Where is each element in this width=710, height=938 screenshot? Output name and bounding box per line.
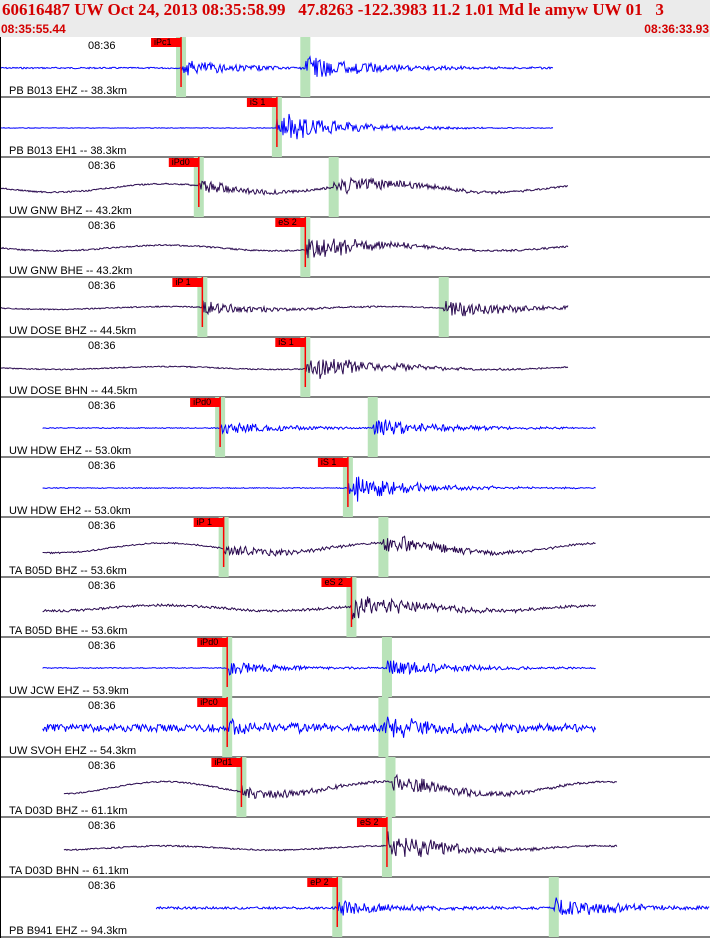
channel-label: TA B05D BHE -- 53.6km: [9, 625, 127, 637]
trace-row[interactable]: iS 1 PB B013 EH1 -- 38.3km: [0, 97, 710, 158]
time-label: 08:36: [88, 580, 116, 592]
pick-flag: [168, 158, 199, 167]
time-label: 08:36: [88, 700, 116, 712]
channel-label: UW HDW EH2 -- 53.0km: [9, 505, 131, 517]
waveform-purple: [63, 773, 617, 800]
channel-label: UW GNW BHZ -- 43.2km: [9, 205, 132, 217]
trace-row[interactable]: iP 1 08:36 UW DOSE BHZ -- 44.5km: [0, 277, 710, 338]
pick-label: iP 1: [197, 517, 212, 527]
channel-label: TA D03D BHZ -- 61.1km: [9, 805, 127, 817]
trace-row[interactable]: iPd1 08:36 TA D03D BHZ -- 61.1km: [0, 757, 710, 818]
pick-label: iS 1: [321, 457, 337, 467]
pick-label: eS 2: [324, 577, 343, 587]
pick-flag: [321, 578, 352, 587]
channel-label: TA B05D BHZ -- 53.6km: [9, 565, 127, 577]
time-label: 08:36: [88, 640, 116, 652]
s-window: [438, 277, 449, 337]
waveform-purple: [42, 535, 596, 557]
channel-label: UW GNW BHE -- 43.2km: [9, 265, 132, 277]
waveform-purple: [0, 238, 569, 259]
s-window: [548, 877, 559, 937]
trace-row[interactable]: eS 2 08:36 TA D03D BHN -- 61.1km: [0, 817, 710, 878]
pick-flag: [151, 38, 182, 47]
trace-row[interactable]: iS 1 08:36 UW DOSE BHN -- 44.5km: [0, 337, 710, 398]
channel-label: UW HDW EHZ -- 53.0km: [9, 445, 131, 457]
pick-flag: [172, 278, 203, 287]
time-label: 08:36: [88, 340, 116, 352]
time-label: 08:36: [88, 40, 116, 52]
trace-row[interactable]: iPc0 08:36 UW SVOH EHZ -- 54.3km: [0, 697, 710, 758]
pick-flag: [197, 638, 228, 647]
channel-label: UW DOSE BHN -- 44.5km: [9, 385, 137, 397]
pick-flag: [275, 218, 306, 227]
trace-row[interactable]: iPc1 08:36 PB B013 EHZ -- 38.3km: [0, 37, 710, 98]
channel-label: UW JCW EHZ -- 53.9km: [9, 685, 129, 697]
pick-flag: [317, 458, 348, 467]
time-label: 08:36: [88, 220, 116, 232]
pick-flag: [246, 98, 277, 107]
event-title: 60616487 UW Oct 24, 2013 08:35:58.99 47.…: [2, 0, 664, 19]
time-label: 08:36: [88, 520, 116, 532]
pick-label: iPc0: [200, 697, 218, 707]
waveform-blue: [42, 419, 596, 436]
pick-label: eS 2: [278, 217, 297, 227]
channel-label: PB B941 EHZ -- 94.3km: [9, 925, 127, 937]
trace-row[interactable]: iP 1 08:36 TA B05D BHZ -- 53.6km: [0, 517, 710, 578]
waveform-purple: [0, 358, 569, 380]
waveform-blue: [42, 476, 596, 502]
trace-row[interactable]: iPd0 08:36 UW GNW BHZ -- 43.2km: [0, 157, 710, 218]
waveform-purple: [63, 831, 618, 858]
pick-label: eS 2: [360, 817, 379, 827]
s-window: [385, 757, 396, 817]
waveform-purple: [42, 596, 596, 620]
time-label: 08:36: [88, 460, 116, 472]
pick-flag: [211, 758, 242, 767]
time-label: 08:36: [88, 760, 116, 772]
time-label: 08:36: [88, 400, 116, 412]
pick-label: iP 1: [175, 277, 190, 287]
pick-label: iS 1: [250, 97, 266, 107]
channel-label: PB B013 EHZ -- 38.3km: [9, 85, 127, 97]
trace-row[interactable]: iPd0 08:36 UW HDW EHZ -- 53.0km: [0, 397, 710, 458]
pick-label: iPd0: [172, 157, 190, 167]
pick-label: iPc1: [154, 37, 172, 47]
channel-label: UW SVOH EHZ -- 54.3km: [9, 745, 136, 757]
pick-flag: [356, 818, 387, 827]
pick-label: eP 2: [310, 877, 328, 887]
start-time: 08:35:55.44: [1, 22, 66, 36]
time-label: 08:36: [88, 160, 116, 172]
trace-row[interactable]: iPd0 08:36 UW JCW EHZ -- 53.9km: [0, 637, 710, 698]
time-label: 08:36: [88, 820, 116, 832]
trace-row[interactable]: eS 2 08:36 UW GNW BHE -- 43.2km: [0, 217, 710, 278]
channel-label: PB B013 EH1 -- 38.3km: [9, 145, 126, 157]
pick-flag: [193, 518, 224, 527]
trace-row[interactable]: iS 1 08:36 UW HDW EH2 -- 53.0km: [0, 457, 710, 518]
header-bar: 60616487 UW Oct 24, 2013 08:35:58.99 47.…: [0, 0, 710, 37]
waveform-blue: [42, 660, 596, 676]
channel-label: UW DOSE BHZ -- 44.5km: [9, 325, 136, 337]
s-window: [378, 517, 389, 577]
s-window: [328, 157, 339, 217]
pick-label: iPd0: [200, 637, 218, 647]
trace-row[interactable]: eS 2 08:36 TA B05D BHE -- 53.6km: [0, 577, 710, 638]
pick-label: iS 1: [278, 337, 294, 347]
pick-flag: [197, 698, 228, 707]
time-label: 08:36: [88, 880, 116, 892]
trace-row[interactable]: eP 2 08:36 PB B941 EHZ -- 94.3km: [0, 877, 710, 938]
waveform-blue: [155, 897, 710, 916]
pick-label: iPd1: [214, 757, 232, 767]
waveform-purple: [0, 300, 569, 317]
time-label: 08:36: [88, 280, 116, 292]
pick-flag: [190, 398, 221, 407]
pick-label: iPd0: [193, 397, 211, 407]
waveform-purple: [0, 176, 569, 196]
pick-flag: [275, 338, 306, 347]
end-time: 08:36:33.93: [644, 22, 709, 36]
channel-label: TA D03D BHN -- 61.1km: [9, 865, 129, 877]
waveform-blue: [42, 716, 597, 738]
pick-flag: [307, 878, 338, 887]
waveform-blue: [0, 55, 554, 77]
